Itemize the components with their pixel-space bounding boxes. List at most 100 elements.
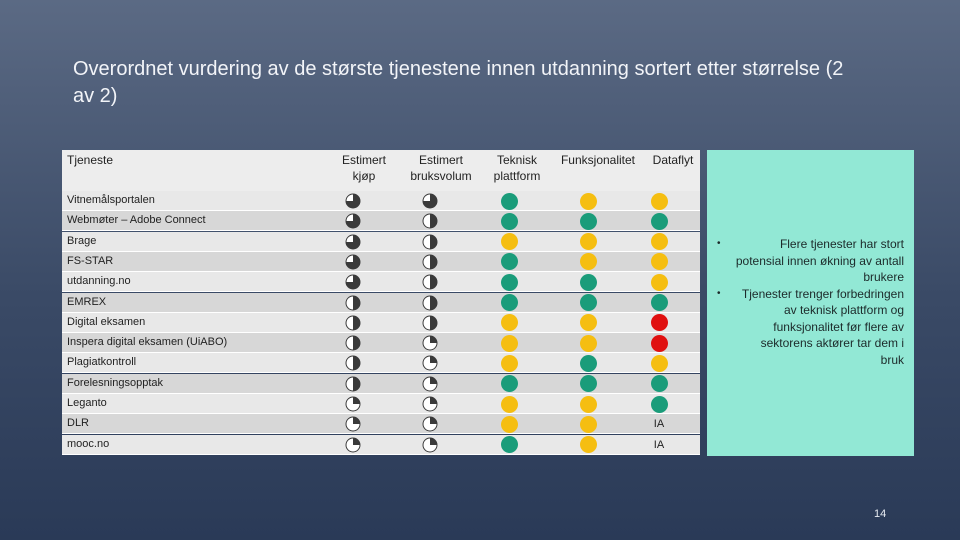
dataflow-cell [649, 293, 669, 313]
slide-title: Overordnet vurdering av de største tjene… [73, 58, 844, 107]
purchase-harvey-ball [345, 394, 361, 414]
platform-cell [499, 293, 519, 313]
functionality-cell [578, 191, 598, 211]
service-name: Forelesningsopptak [67, 376, 164, 389]
functionality-cell [578, 353, 598, 373]
platform-status-dot [500, 375, 518, 393]
purchase-harvey-ball [345, 211, 361, 231]
service-name: EMREX [67, 295, 107, 308]
dataflow-cell [649, 394, 669, 414]
dataflow-cell [649, 252, 669, 272]
functionality-status-dot [579, 233, 597, 251]
service-name: Brage [67, 234, 97, 247]
header-platform: Teknisk plattform [493, 153, 541, 183]
functionality-cell [578, 232, 598, 252]
platform-status-dot [500, 212, 518, 230]
page-number: 14 [874, 508, 887, 520]
platform-cell [499, 394, 519, 414]
functionality-status-dot [579, 212, 597, 230]
functionality-cell [578, 414, 598, 434]
table-row: Inspera digital eksamen (UiABO) [62, 333, 700, 354]
usage-harvey-ball [422, 374, 438, 394]
platform-cell [499, 252, 519, 272]
platform-cell [499, 374, 519, 394]
functionality-status-dot [579, 354, 597, 372]
assessment-table: Tjeneste Estimert kjøp Estimert bruksvol… [62, 150, 700, 455]
dataflow-status-dot [650, 294, 668, 311]
header-dataflow: Dataflyt [652, 153, 694, 167]
usage-harvey-ball [422, 313, 438, 333]
dataflow-status-dot [650, 395, 668, 413]
functionality-cell [578, 333, 598, 353]
table-row: mooc.no IA [62, 434, 700, 455]
header-functionality: Funksjonalitet [560, 153, 636, 167]
service-name: Webmøter – Adobe Connect [67, 214, 206, 227]
service-name: Leganto [67, 397, 107, 409]
table-row: Digital eksamen [62, 312, 700, 333]
platform-cell [499, 272, 519, 292]
functionality-status-dot [579, 436, 597, 454]
dataflow-cell [649, 232, 669, 252]
note-item: • Flere tjenester har stort potensial in… [717, 237, 904, 284]
functionality-status-dot [579, 273, 597, 291]
notes-panel: • Flere tjenester har stort potensial in… [707, 150, 914, 456]
usage-harvey-ball [422, 272, 438, 292]
functionality-cell [578, 435, 598, 455]
platform-status-dot [500, 354, 518, 372]
dataflow-cell [649, 191, 669, 211]
dataflow-cell [649, 313, 669, 333]
platform-cell [499, 435, 519, 455]
platform-status-dot [500, 294, 518, 311]
table-header: Tjeneste Estimert kjøp Estimert bruksvol… [62, 150, 700, 191]
table-row: Brage [62, 231, 700, 252]
dataflow-cell [649, 333, 669, 353]
purchase-harvey-ball [345, 232, 361, 252]
platform-cell [499, 313, 519, 333]
header-purchase: Estimert kjøp [341, 153, 386, 183]
purchase-harvey-ball [345, 272, 361, 292]
service-name: Plagiatkontroll [67, 356, 137, 369]
usage-harvey-ball [422, 353, 438, 373]
purchase-harvey-ball [345, 252, 361, 272]
dataflow-status-dot [650, 233, 668, 251]
functionality-cell [578, 211, 598, 231]
dataflow-cell [649, 353, 669, 373]
dataflow-status-dot [650, 354, 668, 372]
purchase-harvey-ball [345, 414, 361, 434]
table-row: Forelesningsopptak [62, 373, 700, 394]
platform-cell [499, 333, 519, 353]
usage-harvey-ball [422, 293, 438, 313]
table-row: Plagiatkontroll [62, 353, 700, 374]
dataflow-status-dot [650, 192, 668, 210]
platform-status-dot [500, 415, 518, 433]
dataflow-cell [649, 374, 669, 394]
table-row: Webmøter – Adobe Connect [62, 211, 700, 232]
dataflow-status-dot [650, 314, 668, 332]
service-name: FS-STAR [67, 254, 114, 267]
purchase-harvey-ball [345, 435, 361, 455]
dataflow-cell [649, 272, 669, 292]
table-row: DLR IA [62, 414, 700, 435]
platform-cell [499, 232, 519, 252]
dataflow-status-dot [650, 334, 668, 352]
usage-harvey-ball [422, 333, 438, 353]
dataflow-cell: IA [649, 414, 669, 434]
platform-cell [499, 414, 519, 434]
functionality-cell [578, 272, 598, 292]
table-row: utdanning.no [62, 272, 700, 293]
dataflow-status-dot [650, 253, 668, 271]
service-name: DLR [67, 417, 90, 430]
platform-status-dot [500, 192, 518, 210]
functionality-cell [578, 293, 598, 313]
table-row: EMREX [62, 292, 700, 313]
header-usage: Estimert bruksvolum [410, 153, 472, 183]
platform-status-dot [500, 233, 518, 251]
dataflow-cell: IA [649, 435, 669, 455]
purchase-harvey-ball [345, 293, 361, 313]
usage-harvey-ball [422, 211, 438, 231]
usage-harvey-ball [422, 414, 438, 434]
functionality-status-dot [579, 253, 597, 271]
purchase-harvey-ball [345, 353, 361, 373]
functionality-cell [578, 313, 598, 333]
purchase-harvey-ball [345, 191, 361, 211]
